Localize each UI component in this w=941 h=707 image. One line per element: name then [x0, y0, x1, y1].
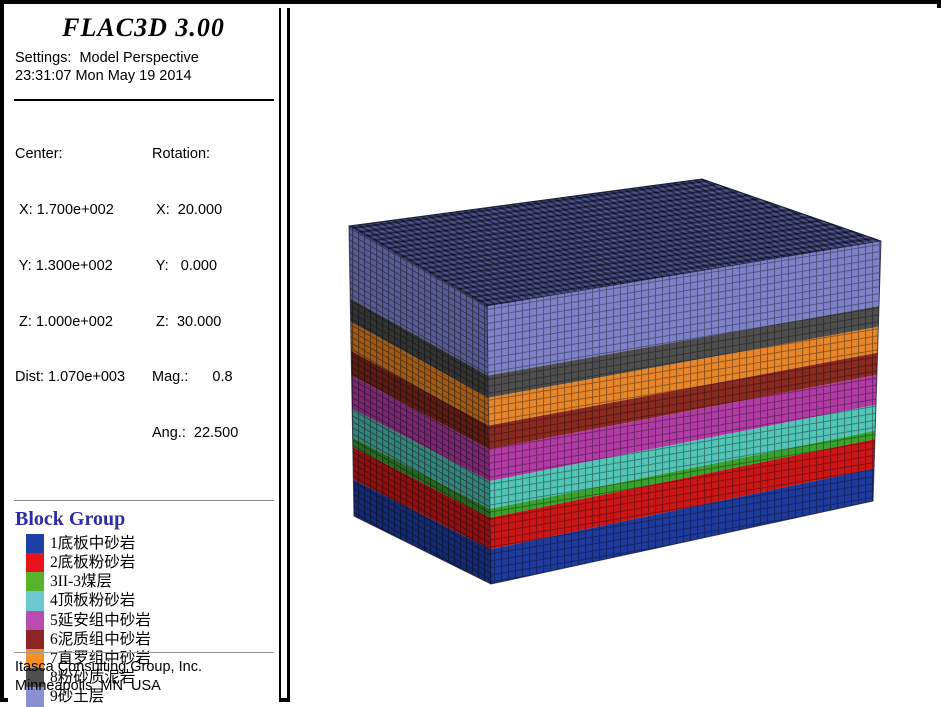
center-label: Center: [15, 146, 63, 163]
credit-line1: Itasca Consulting Group, Inc. [15, 659, 202, 675]
legend-item: 1底板中砂岩 [26, 533, 279, 554]
legend-item: 5延安组中砂岩 [26, 610, 279, 630]
center-dist: Dist: 1.070e+003 [15, 369, 126, 386]
legend-item: 8粉砂质泥岩 [26, 668, 279, 688]
legend-item-label: 4顶板粉砂岩 [50, 592, 136, 610]
center-info: Center: X: 1.700e+002 Y: 1.300e+002 Z: 1… [15, 108, 152, 480]
legend-swatch [26, 649, 44, 669]
legend-item: 7直罗组中砂岩 [26, 649, 279, 669]
center-y: Y: 1.300e+002 [15, 257, 113, 274]
legend-item-label: 2底板粉砂岩 [50, 554, 136, 572]
rotation-x: X: 20.000 [152, 201, 223, 218]
rotation-info: Rotation: X: 20.000 Y: 0.000 Z: 30.000 M… [152, 108, 238, 480]
rotation-z: Z: 30.000 [152, 313, 222, 330]
center-z: Z: 1.000e+002 [15, 313, 113, 330]
divider [14, 652, 274, 653]
legend-swatch [26, 553, 44, 573]
legend-item-label: 8粉砂质泥岩 [50, 669, 136, 687]
divider [14, 499, 274, 501]
model-3d-block[interactable] [4, 4, 941, 706]
legend-item-label: 7直罗组中砂岩 [50, 650, 151, 667]
legend-swatch [26, 668, 44, 688]
legend-swatch [26, 572, 44, 592]
legend-item-label: 9砂土层 [50, 688, 105, 706]
legend-swatch [26, 610, 44, 630]
legend-item: 4顶板粉砂岩 [26, 591, 279, 611]
credit-line2: Minneapolis, MN USA [15, 678, 161, 694]
credits: Itasca Consulting Group, Inc. Minneapoli… [8, 652, 279, 696]
legend-title: Block Group [15, 507, 126, 530]
timestamp: 23:31:07 Mon May 19 2014 [15, 68, 192, 84]
app-title: FLAC3D 3.00 [62, 13, 225, 42]
rotation-label: Rotation: [152, 146, 211, 163]
legend-item-label: 5延安组中砂岩 [50, 611, 151, 629]
legend-item: 3II-3煤层 [26, 572, 279, 592]
legend-swatch [26, 591, 44, 611]
legend-item: 6泥质组中砂岩 [26, 629, 279, 649]
info-panel: FLAC3D 3.00 Settings: Model Perspective … [8, 8, 281, 707]
model-geometry [347, 178, 882, 585]
legend-item-label: 6泥质组中砂岩 [50, 630, 151, 648]
center-x: X: 1.700e+002 [15, 201, 114, 218]
legend-swatch [26, 629, 44, 649]
legend-swatch [26, 533, 44, 554]
rotation-mag: Mag.: 0.8 [152, 369, 233, 386]
view-info: Center: X: 1.700e+002 Y: 1.300e+002 Z: 1… [15, 108, 279, 480]
rotation-y: Y: 0.000 [152, 257, 218, 274]
legend-item-label: 1底板中砂岩 [50, 534, 136, 552]
legend-item-label: 3II-3煤层 [50, 573, 112, 591]
legend-items: 1底板中砂岩 2底板粉砂岩 3II-3煤层 4顶板粉砂岩 5延安组中砂岩 6泥质组中砂岩 7… [26, 533, 279, 707]
settings-line: Settings: Model Perspective [15, 50, 199, 66]
rotation-ang: Ang.: 22.500 [152, 425, 239, 442]
divider [14, 99, 274, 101]
legend-item: 2底板粉砂岩 [26, 553, 279, 573]
